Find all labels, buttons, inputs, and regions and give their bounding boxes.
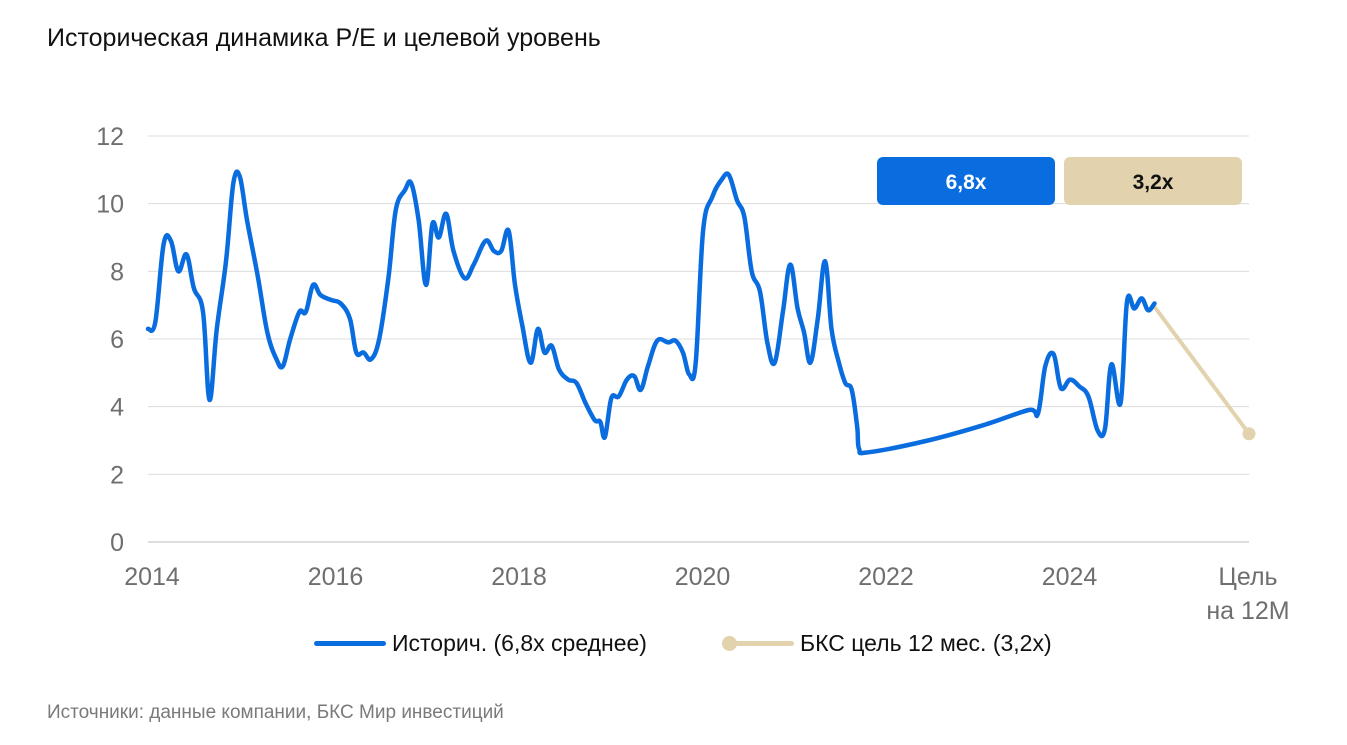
x-tick-label: 2020 [675,563,731,591]
y-tick-label: 2 [110,461,124,489]
legend-swatch-historical [314,628,386,658]
historical-series-line [145,169,1157,456]
badge-historical: 6,8x [877,157,1055,205]
target-point [1242,427,1256,441]
target-series-line [1152,304,1251,436]
x-tick-label-target: Цель [1218,563,1277,591]
badge-label: 3,2x [1133,171,1174,194]
y-tick-label: 6 [110,326,124,354]
legend-item-target: БКС цель 12 мес. (3,2x) [722,628,1052,658]
x-tick-label: 2016 [308,563,364,591]
badge-target: 3,2x [1064,157,1242,205]
x-tick-label-target: на 12М [1206,597,1289,625]
x-tick-label: 2018 [491,563,547,591]
y-tick-label: 12 [96,123,124,151]
legend-swatch-target [722,628,794,658]
y-axis-ticks: 0 2 4 6 8 10 12 [96,123,124,557]
legend: Историч. (6,8x среднее) БКС цель 12 мес.… [0,628,1347,660]
badge-background [877,157,1055,205]
source-note: Источники: данные компании, БКС Мир инве… [47,702,504,723]
series-lines [145,169,1256,456]
x-tick-label: 2022 [858,563,914,591]
y-tick-label: 8 [110,258,124,286]
y-tick-label: 4 [110,394,124,422]
gridlines [148,135,1249,543]
value-badges: 6,8x 3,2x [877,157,1242,205]
badge-label: 6,8x [946,171,987,194]
legend-item-historical: Историч. (6,8x среднее) [314,628,647,658]
y-tick-label: 0 [110,529,124,557]
legend-label-historical: Историч. (6,8x среднее) [392,629,647,656]
x-tick-label: 2014 [124,563,180,591]
y-tick-label: 10 [96,191,124,219]
badge-background [1064,157,1242,205]
x-axis-ticks: 2014 2016 2018 2020 2022 2024 Цель на 12М [124,563,1289,625]
legend-label-target: БКС цель 12 мес. (3,2x) [800,629,1052,656]
chart-title: Историческая динамика P/E и целевой уров… [47,24,601,52]
x-tick-label: 2024 [1042,563,1098,591]
